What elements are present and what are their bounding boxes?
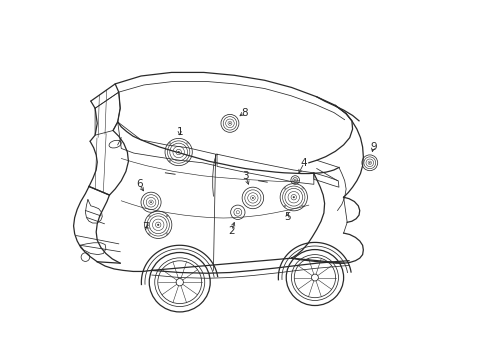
Text: 8: 8 (241, 108, 247, 118)
Text: 5: 5 (284, 212, 291, 221)
Text: 2: 2 (228, 226, 235, 236)
Circle shape (178, 151, 179, 153)
Text: 7: 7 (142, 222, 148, 232)
Circle shape (293, 197, 294, 198)
Circle shape (150, 202, 152, 203)
Text: 9: 9 (370, 142, 377, 152)
Text: 4: 4 (301, 158, 308, 168)
Circle shape (229, 123, 231, 124)
Circle shape (157, 224, 159, 226)
Text: 3: 3 (243, 171, 249, 181)
Text: 6: 6 (136, 179, 143, 189)
Circle shape (369, 162, 370, 163)
Text: 1: 1 (176, 127, 183, 136)
Circle shape (252, 197, 254, 199)
